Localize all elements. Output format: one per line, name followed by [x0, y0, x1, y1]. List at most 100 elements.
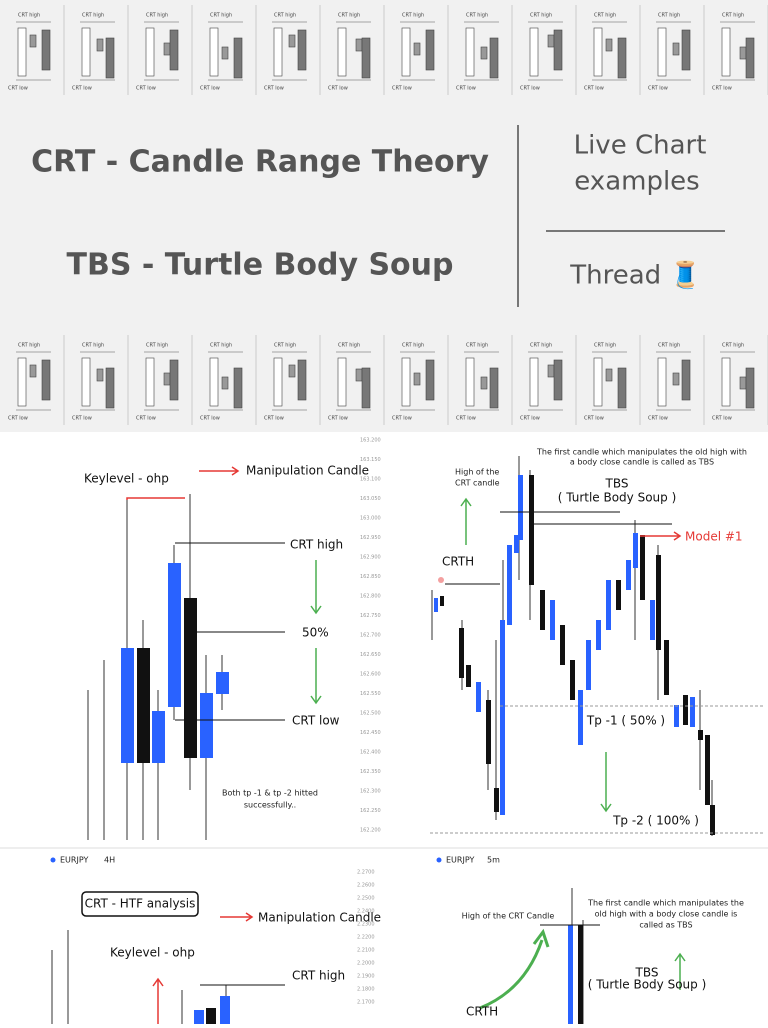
thumb-candle	[745, 367, 755, 409]
panel1: Keylevel - ohp Manipulation Candle CRT h…	[0, 438, 384, 865]
timeframe[interactable]: 5m	[487, 856, 500, 865]
thumbnail: CRT high CRT low	[136, 335, 193, 425]
thumbnail: CRT high CRT low	[264, 5, 321, 95]
thumb-candle	[273, 357, 283, 407]
label: CRT high	[292, 969, 345, 983]
thumb-candle	[721, 27, 731, 77]
price-label: 163.000	[360, 516, 381, 522]
thumb-label: CRT low	[200, 416, 220, 422]
thumb-label: CRT high	[274, 343, 296, 349]
price-label: 2.1700	[357, 1000, 375, 1006]
thumb-label: CRT high	[146, 343, 168, 349]
thumb-label: CRT high	[210, 343, 232, 349]
thumb-label: CRT high	[658, 343, 680, 349]
thumb-candle	[465, 357, 475, 407]
thumbnail: CRT high CRT low	[648, 335, 705, 425]
price-label: 2.2200	[357, 935, 375, 941]
thumb-candle	[105, 37, 115, 79]
price-label: 2.2300	[357, 922, 375, 928]
thumb-label: CRT high	[402, 13, 424, 19]
label: High of the	[455, 468, 499, 477]
thumb-label: CRT low	[520, 416, 540, 422]
note: old high with a body close candle is	[595, 910, 738, 919]
thumb-candle	[413, 42, 421, 56]
price-label: 163.150	[360, 457, 381, 463]
price-label: 162.800	[360, 594, 381, 600]
note: called as TBS	[639, 921, 692, 930]
symbol[interactable]: EURJPY	[446, 856, 474, 865]
label: CRT candle	[455, 479, 500, 488]
thumb-label: CRT low	[8, 416, 28, 422]
thumb-candle	[355, 38, 363, 52]
price-label: 2.2100	[357, 948, 375, 954]
price-label: 162.700	[360, 633, 381, 639]
thumb-label: CRT high	[594, 343, 616, 349]
thumb-candle	[605, 38, 613, 52]
thumb-candle	[489, 367, 499, 409]
thumb-candle	[657, 357, 667, 407]
thumbnail: CRT high CRT low	[712, 335, 768, 425]
thumbnail: CRT high CRT low	[72, 335, 129, 425]
thumb-label: CRT low	[136, 86, 156, 92]
price-label: 163.200	[360, 438, 381, 444]
thumbnail-strips: CRT high CRT low CRT high CRT low CRT high CR…	[8, 5, 768, 425]
thumb-candle	[480, 376, 488, 390]
thumb-candle	[593, 357, 603, 407]
thumb-candle	[233, 367, 243, 409]
thumb-candle	[355, 368, 363, 382]
price-label: 162.450	[360, 730, 381, 736]
thumb-candle	[681, 29, 691, 71]
thumb-candle	[547, 364, 555, 378]
thumb-candle	[401, 27, 411, 77]
thumbnail: CRT high CRT low	[200, 5, 257, 95]
thumb-label: CRT high	[722, 343, 744, 349]
thumb-label: CRT low	[520, 86, 540, 92]
price-label: 2.2000	[357, 961, 375, 967]
thumbnail: CRT high CRT low	[456, 5, 513, 95]
thumb-label: CRT low	[456, 416, 476, 422]
thumb-candle	[465, 27, 475, 77]
thumbnail: CRT high CRT low	[520, 5, 577, 95]
price-label: 2.2700	[357, 870, 375, 876]
thumb-label: CRT low	[392, 86, 412, 92]
thumb-candle	[17, 27, 27, 77]
thumb-label: CRT low	[712, 416, 732, 422]
thumb-label: CRT low	[328, 416, 348, 422]
price-label: 163.100	[360, 477, 381, 483]
thumb-candle	[593, 27, 603, 77]
thumb-label: CRT low	[72, 416, 92, 422]
thumb-candle	[209, 27, 219, 77]
thumb-label: CRT high	[338, 343, 360, 349]
thumb-candle	[337, 357, 347, 407]
label: Tp -2 ( 100% )	[612, 814, 699, 828]
label: TBS	[635, 966, 659, 980]
symbol[interactable]: EURJPY	[60, 856, 88, 865]
label: CRT - HTF analysis	[85, 897, 196, 911]
price-label: 162.900	[360, 555, 381, 561]
thumb-label: CRT low	[200, 86, 220, 92]
thumb-candle	[221, 376, 229, 390]
price-label: 2.2600	[357, 883, 375, 889]
thumb-candle	[617, 37, 627, 79]
panel3: CRT - HTF analysis Manipulation Candle K…	[51, 870, 381, 1024]
side-text: Thread 🧵	[569, 260, 702, 291]
thumb-candle	[163, 42, 171, 56]
price-axis: 163.200 163.150 163.100 163.050 163.000 162.9…	[360, 438, 381, 834]
thumb-label: CRT high	[466, 13, 488, 19]
thumb-candle	[553, 29, 563, 71]
thumb-candle	[96, 368, 104, 382]
price-label: 162.300	[360, 789, 381, 795]
thumbnail: CRT high CRT low	[456, 335, 513, 425]
label: Tp -1 ( 50% )	[586, 714, 665, 728]
label: CRTH	[442, 555, 474, 569]
thumb-candle	[288, 34, 296, 48]
price-label: 162.850	[360, 574, 381, 580]
price-label: 2.2400	[357, 909, 375, 915]
note: Both tp -1 & tp -2 hitted	[222, 789, 318, 798]
price-label: 162.950	[360, 535, 381, 541]
thumb-label: CRT low	[584, 86, 604, 92]
timeframe[interactable]: 4H	[104, 856, 115, 865]
thumb-label: CRT low	[136, 416, 156, 422]
label: CRT high	[290, 538, 343, 552]
